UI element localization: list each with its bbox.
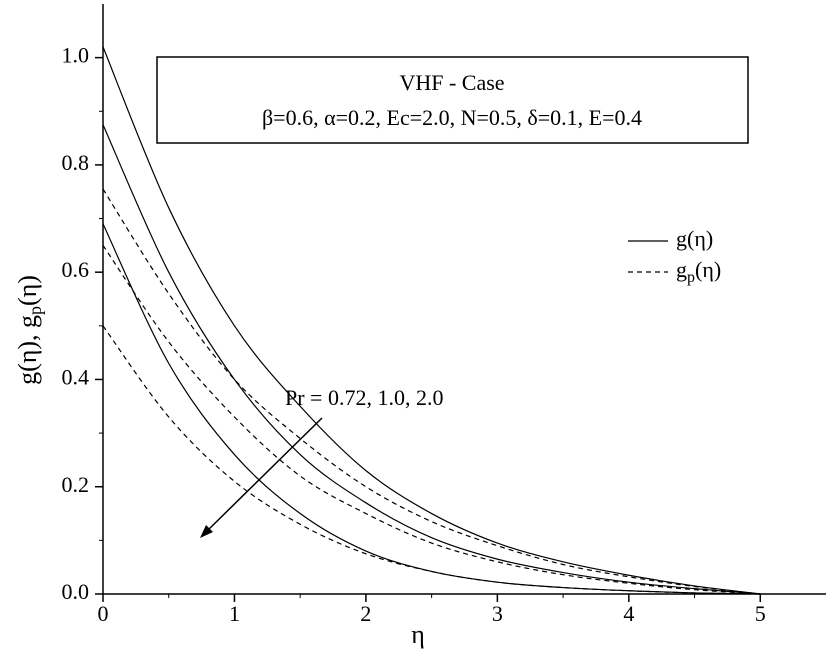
info-box	[156, 56, 749, 144]
arrow-head	[200, 525, 213, 538]
legend-tail: (η)	[695, 257, 721, 282]
legend-sub: p	[687, 269, 695, 286]
y-tick-label: 0.0	[62, 579, 90, 604]
curve	[102, 245, 761, 595]
annotation-arrow	[206, 417, 323, 532]
x-tick-label: 0	[98, 601, 109, 626]
legend-text: g(η)	[676, 226, 713, 251]
legend-label: gp(η)	[676, 257, 721, 286]
legend-label: g(η)	[676, 226, 713, 251]
curve	[102, 46, 761, 595]
y-axis-label: g(η), gp(η)	[13, 275, 45, 385]
x-axis-label: η	[411, 620, 425, 649]
y-tick-label: 1.0	[62, 43, 90, 68]
y-tick-label: 0.4	[62, 365, 90, 390]
box-subtitle: β=0.6, α=0.2, Ec=2.0, N=0.5, δ=0.1, E=0.…	[262, 105, 642, 130]
y-tick-label: 0.8	[62, 150, 90, 175]
legend-text: g	[676, 257, 687, 282]
y-tick-label: 0.6	[62, 257, 90, 282]
curve	[102, 325, 761, 595]
y-label-sub: p	[25, 306, 45, 315]
x-tick-label: 5	[755, 601, 766, 626]
curve	[102, 124, 761, 595]
x-tick-label: 2	[360, 601, 371, 626]
x-tick-label: 1	[229, 601, 240, 626]
box-title: VHF - Case	[399, 70, 504, 95]
y-label-text: g(η), g	[13, 315, 42, 385]
y-tick-label: 0.2	[62, 472, 90, 497]
annotation: Pr = 0.72, 1.0, 2.0	[285, 385, 443, 410]
y-label-tail: (η)	[13, 275, 42, 306]
x-tick-label: 3	[492, 601, 503, 626]
x-tick-label: 4	[623, 601, 634, 626]
